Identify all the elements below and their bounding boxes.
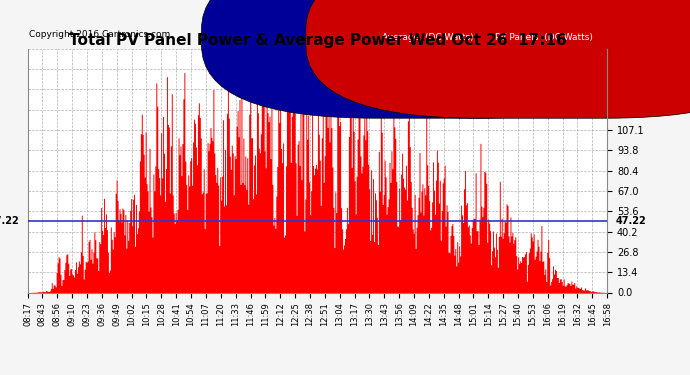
FancyBboxPatch shape — [201, 0, 653, 118]
Title: Total PV Panel Power & Average Power Wed Oct 26  17:16: Total PV Panel Power & Average Power Wed… — [68, 33, 566, 48]
Text: PV Panels  (DC Watts): PV Panels (DC Watts) — [495, 33, 593, 42]
Text: 47.22: 47.22 — [0, 216, 19, 226]
Text: 47.22: 47.22 — [615, 216, 646, 226]
FancyBboxPatch shape — [306, 0, 690, 118]
Text: Average  (DC Watts): Average (DC Watts) — [382, 33, 473, 42]
Text: Copyright 2016 Cartronics.com: Copyright 2016 Cartronics.com — [29, 30, 170, 39]
